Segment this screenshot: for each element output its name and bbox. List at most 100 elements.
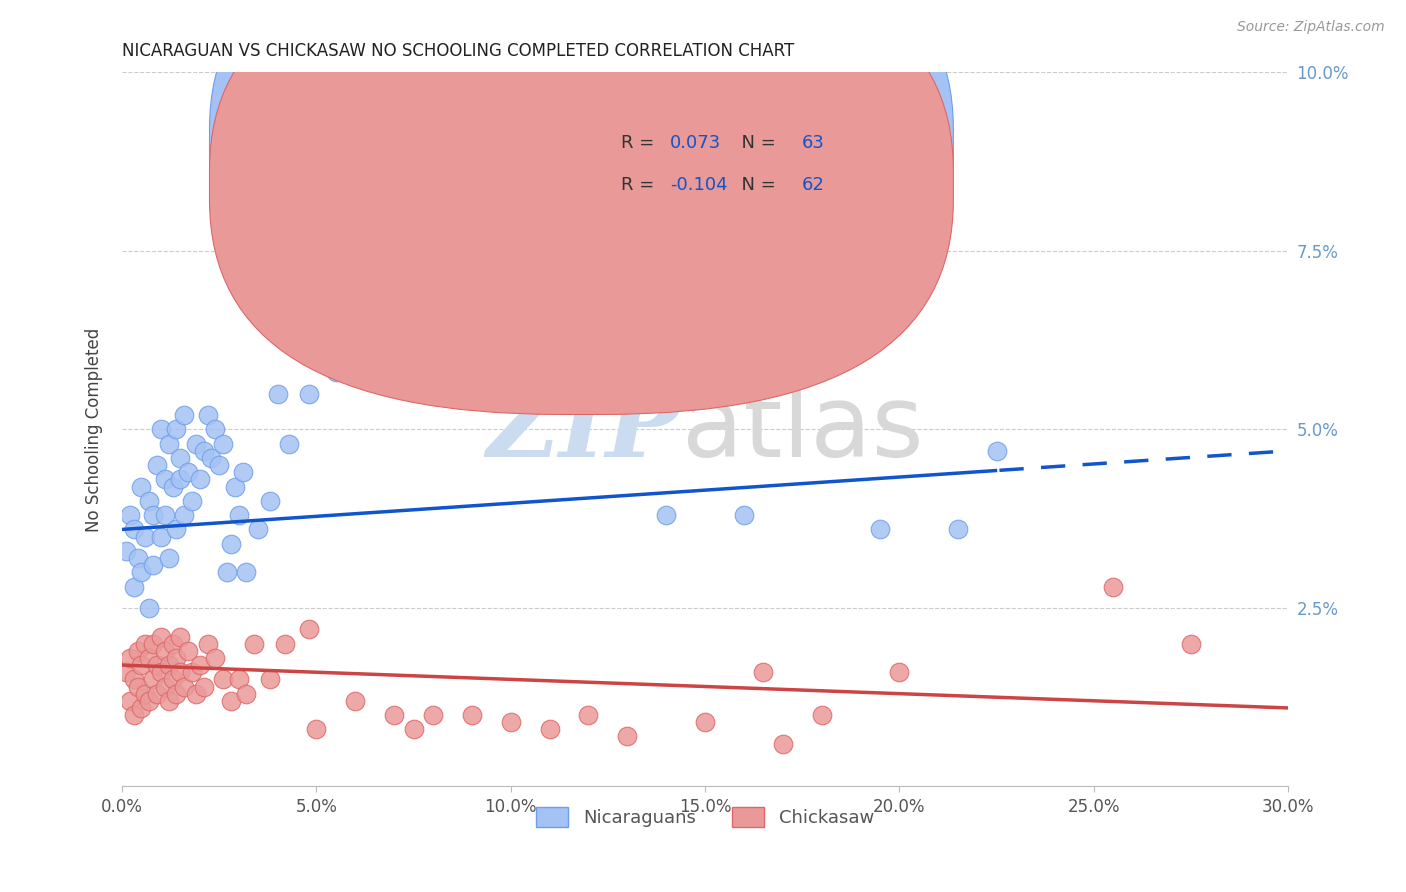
- Point: [1180, 637, 1202, 651]
- Point: [382, 708, 405, 723]
- Text: 62: 62: [801, 177, 825, 194]
- Point: [166, 651, 188, 665]
- Point: [193, 443, 215, 458]
- Point: [200, 450, 222, 465]
- Point: [188, 658, 211, 673]
- Point: [215, 566, 238, 580]
- Point: [138, 601, 160, 615]
- Text: R =: R =: [621, 135, 659, 153]
- Point: [297, 623, 319, 637]
- Point: [869, 523, 891, 537]
- Point: [153, 472, 176, 486]
- Point: [134, 687, 156, 701]
- Point: [212, 436, 235, 450]
- Point: [219, 694, 242, 708]
- Point: [212, 673, 235, 687]
- Point: [578, 708, 600, 723]
- Point: [169, 630, 191, 644]
- Point: [149, 530, 172, 544]
- Point: [325, 365, 347, 379]
- Point: [402, 244, 425, 258]
- Point: [127, 644, 149, 658]
- Point: [118, 694, 141, 708]
- Point: [219, 537, 242, 551]
- Point: [157, 436, 180, 450]
- Point: [138, 651, 160, 665]
- Text: ZIP: ZIP: [486, 381, 682, 478]
- FancyBboxPatch shape: [536, 104, 875, 219]
- Point: [173, 508, 195, 523]
- Point: [228, 508, 250, 523]
- Point: [247, 523, 270, 537]
- Point: [578, 258, 600, 272]
- Point: [363, 329, 385, 343]
- Point: [122, 708, 145, 723]
- Point: [138, 494, 160, 508]
- Point: [278, 436, 301, 450]
- Text: 63: 63: [801, 135, 825, 153]
- Point: [422, 708, 444, 723]
- Point: [127, 551, 149, 566]
- Point: [344, 694, 367, 708]
- Point: [131, 658, 153, 673]
- Point: [162, 673, 184, 687]
- Point: [499, 165, 522, 179]
- Point: [772, 737, 794, 751]
- Point: [538, 293, 561, 308]
- Point: [118, 651, 141, 665]
- Point: [266, 386, 288, 401]
- Point: [193, 680, 215, 694]
- Point: [810, 708, 832, 723]
- Point: [382, 351, 405, 365]
- Point: [118, 508, 141, 523]
- Point: [224, 479, 246, 493]
- Point: [197, 408, 219, 422]
- Text: Source: ZipAtlas.com: Source: ZipAtlas.com: [1237, 20, 1385, 34]
- Point: [153, 508, 176, 523]
- Text: N =: N =: [730, 177, 780, 194]
- Point: [305, 351, 328, 365]
- Point: [461, 708, 484, 723]
- Point: [259, 494, 281, 508]
- Point: [344, 365, 367, 379]
- Point: [402, 723, 425, 737]
- Point: [122, 580, 145, 594]
- Point: [259, 673, 281, 687]
- Point: [146, 458, 169, 472]
- Point: [177, 465, 200, 479]
- Point: [157, 551, 180, 566]
- Y-axis label: No Schooling Completed: No Schooling Completed: [86, 327, 103, 532]
- Text: -0.104: -0.104: [671, 177, 728, 194]
- Point: [149, 422, 172, 436]
- Point: [127, 680, 149, 694]
- Point: [655, 508, 678, 523]
- Point: [243, 637, 266, 651]
- Point: [138, 694, 160, 708]
- Point: [149, 665, 172, 680]
- Point: [122, 673, 145, 687]
- Point: [461, 194, 484, 208]
- Point: [204, 422, 226, 436]
- Point: [188, 472, 211, 486]
- Point: [122, 523, 145, 537]
- Point: [173, 680, 195, 694]
- Point: [204, 651, 226, 665]
- Point: [142, 673, 165, 687]
- Point: [115, 665, 138, 680]
- Point: [422, 222, 444, 236]
- Point: [149, 630, 172, 644]
- Point: [166, 422, 188, 436]
- Point: [274, 637, 297, 651]
- Point: [986, 443, 1008, 458]
- Point: [169, 450, 191, 465]
- Point: [131, 701, 153, 715]
- Point: [153, 680, 176, 694]
- Point: [157, 694, 180, 708]
- Text: R =: R =: [621, 177, 659, 194]
- Text: N =: N =: [730, 135, 780, 153]
- Point: [208, 458, 231, 472]
- FancyBboxPatch shape: [209, 0, 953, 373]
- Point: [169, 472, 191, 486]
- Point: [1102, 580, 1125, 594]
- Point: [134, 637, 156, 651]
